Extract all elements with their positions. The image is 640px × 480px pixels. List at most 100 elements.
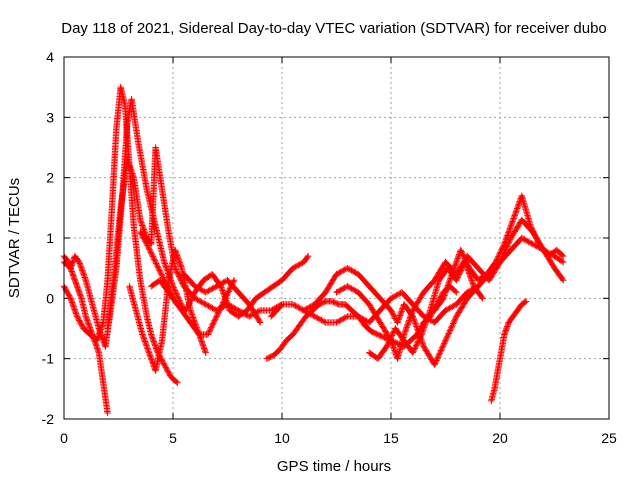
data-point (389, 311, 397, 318)
data-point (190, 317, 198, 324)
data-point (526, 239, 534, 246)
data-point (62, 285, 69, 293)
data-point (297, 260, 305, 267)
data-point (149, 253, 157, 260)
data-point (206, 303, 213, 310)
data-point (149, 359, 156, 366)
y-tick-label: -2 (42, 411, 55, 427)
data-point (220, 290, 227, 297)
data-point (361, 317, 369, 324)
data-point (125, 159, 132, 166)
data-point (145, 348, 152, 355)
data-point (441, 338, 449, 346)
data-point (342, 313, 350, 321)
data-point (199, 342, 207, 349)
data-point (503, 235, 510, 242)
data-point (341, 266, 348, 273)
data-point (336, 269, 343, 276)
data-point (457, 267, 465, 274)
data-point (151, 341, 158, 348)
data-point (461, 255, 468, 262)
data-point (443, 306, 451, 313)
data-point (213, 313, 220, 320)
data-point (173, 267, 180, 275)
data-point (530, 241, 538, 248)
data-point (455, 271, 463, 278)
data-point (198, 338, 205, 345)
data-point (504, 232, 511, 239)
data-point (311, 313, 318, 320)
data-point (140, 226, 148, 233)
data-point (156, 267, 163, 274)
data-point (560, 258, 567, 266)
data-point (192, 283, 200, 291)
data-point (512, 208, 520, 215)
data-point (171, 246, 179, 254)
data-point (349, 267, 357, 275)
data-point (403, 322, 411, 330)
data-point (293, 262, 301, 270)
data-point (338, 316, 346, 323)
data-point (449, 303, 456, 310)
data-point (93, 342, 100, 349)
data-point (457, 268, 464, 276)
data-point (525, 238, 532, 245)
data-point (144, 242, 151, 249)
data-point (385, 339, 392, 346)
data-point (393, 292, 400, 299)
data-point (469, 278, 476, 286)
data-point (172, 288, 179, 296)
data-point (307, 303, 314, 310)
data-point (389, 330, 396, 338)
data-point (139, 331, 146, 338)
data-point (344, 264, 351, 272)
data-point (176, 259, 183, 266)
data-point (80, 271, 87, 278)
data-point (336, 317, 343, 325)
data-point (291, 301, 298, 309)
data-point (201, 300, 208, 307)
data-point (519, 235, 527, 242)
data-point (219, 287, 226, 294)
data-point (423, 315, 431, 323)
data-point (194, 327, 201, 334)
data-point (419, 328, 426, 335)
data-point (221, 293, 228, 300)
data-point (497, 247, 505, 255)
data-point (528, 225, 536, 232)
data-point (391, 347, 398, 354)
data-point (209, 285, 216, 292)
data-point (198, 286, 205, 294)
data-point (189, 314, 197, 321)
data-point (186, 298, 194, 306)
data-point (88, 329, 96, 337)
data-point (247, 312, 254, 319)
data-point (86, 324, 94, 331)
data-point (529, 240, 536, 248)
data-point (387, 307, 395, 314)
data-point (68, 297, 75, 305)
data-point (507, 222, 515, 229)
data-point (404, 321, 411, 328)
data-point (355, 313, 362, 320)
data-point (195, 331, 203, 338)
data-point (91, 336, 98, 344)
data-point (176, 273, 183, 280)
data-point (420, 324, 428, 331)
data-point (445, 305, 452, 313)
data-point (352, 269, 359, 276)
data-point (498, 246, 505, 253)
data-point (402, 327, 409, 334)
data-point (93, 343, 101, 351)
data-point (212, 283, 219, 291)
data-point (159, 274, 167, 281)
data-point (162, 261, 169, 269)
data-point (214, 282, 222, 289)
data-point (203, 288, 211, 295)
data-point (208, 324, 215, 331)
data-point (90, 334, 97, 341)
data-point (425, 311, 432, 318)
data-point (495, 251, 503, 259)
data-point (140, 334, 147, 341)
data-point (149, 334, 156, 341)
